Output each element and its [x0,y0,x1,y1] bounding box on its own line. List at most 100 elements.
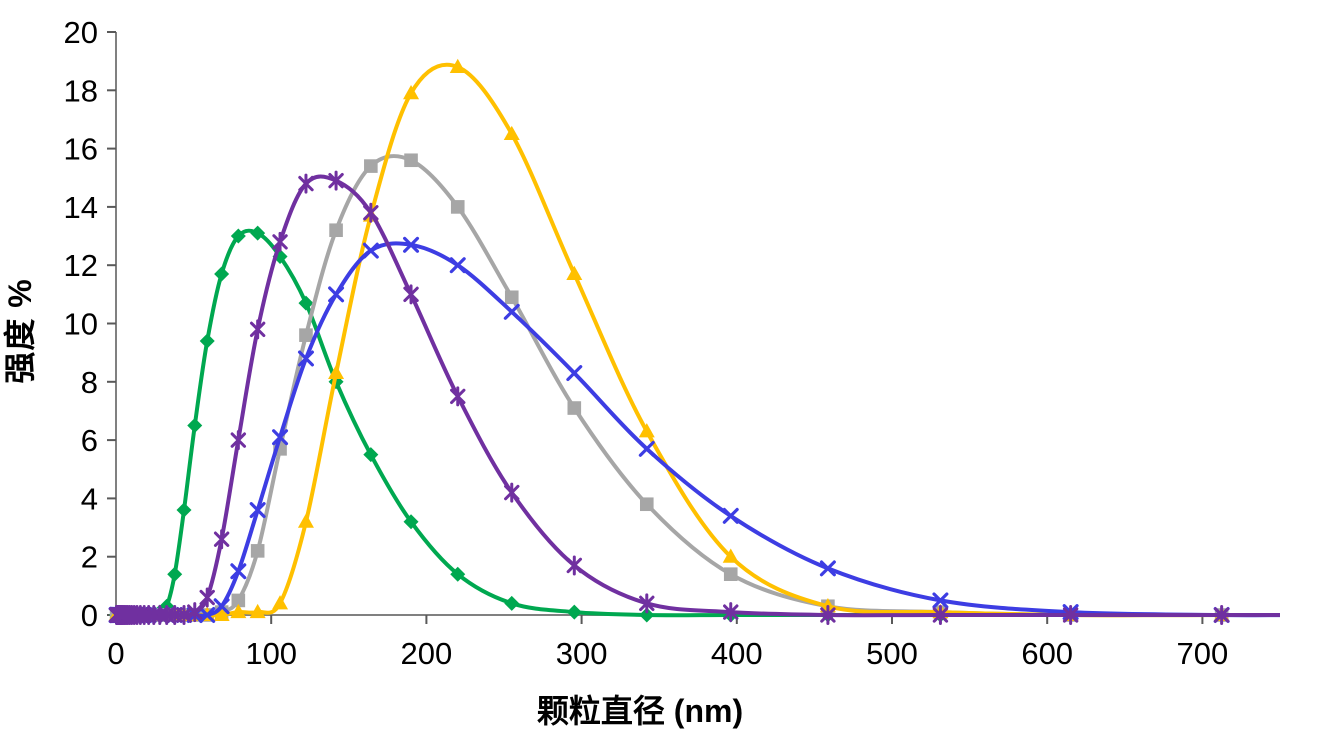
diamond-marker [167,566,183,582]
x-marker [213,598,230,615]
diamond-marker [214,266,230,282]
series-gold-triangle-line [116,62,1280,618]
x-tick-label: 500 [866,636,918,671]
triangle-marker [638,423,655,438]
x-tick-label: 600 [1021,636,1073,671]
square-marker [364,159,378,173]
diamond-marker [403,514,419,530]
diamond-marker [176,502,192,518]
diamond-marker [230,228,246,244]
triangle-marker [272,595,289,610]
triangle-marker [566,265,583,280]
triangle-marker [213,606,230,621]
y-tick-label: 6 [81,423,98,458]
diamond-marker [187,418,203,434]
x-marker [297,350,314,367]
y-tick-label: 10 [64,307,98,342]
asterisk-marker [213,529,230,550]
x-marker [503,303,520,320]
square-marker [231,593,246,608]
diamond-marker [566,604,582,620]
diamond-marker [363,447,379,463]
square-marker [450,200,465,214]
x-tick-label: 200 [401,636,453,671]
x-marker [638,440,655,457]
x-marker [328,286,345,303]
y-tick-label: 12 [64,248,98,283]
asterisk-marker [298,173,314,194]
y-tick-label: 18 [64,73,98,108]
diamond-marker [639,607,655,623]
asterisk-marker [403,284,419,305]
square-marker [504,290,519,305]
square-marker [567,401,582,415]
triangle-marker [403,85,420,100]
triangle-marker [328,364,345,380]
y-tick-label: 20 [64,15,98,50]
y-tick-label: 14 [64,190,98,225]
series-blue-x [108,236,1280,623]
asterisk-marker [566,555,583,576]
x-marker [230,563,247,580]
square-marker [404,153,418,168]
x-marker [566,365,583,382]
diamond-marker [504,595,520,611]
square-marker [723,567,738,581]
y-tick-label: 4 [81,481,98,516]
y-axis-title: 强度 % [2,278,38,384]
x-marker [249,502,266,519]
x-marker [403,236,420,253]
x-tick-label: 0 [107,636,124,671]
square-marker [299,328,313,342]
x-marker [449,257,466,274]
y-tick-label: 0 [81,598,98,633]
series-gold-triangle [108,58,1280,621]
series-purple-asterisk [108,170,1280,625]
diamond-marker [199,333,215,349]
series-gray-square-line [116,154,1280,618]
square-marker [639,497,654,512]
diamond-marker [298,295,314,311]
x-marker [199,607,216,623]
y-tick-label: 2 [81,540,98,575]
asterisk-marker [820,605,836,625]
y-tick-label: 16 [64,132,98,167]
asterisk-marker [328,170,344,191]
asterisk-marker [1213,605,1230,625]
y-tick-label: 8 [81,365,98,400]
series-green-diamond [109,225,1280,623]
asterisk-marker [199,587,215,608]
asterisk-marker [450,386,466,407]
x-marker [272,429,289,446]
asterisk-marker [504,482,520,503]
asterisk-marker [932,605,949,625]
triangle-marker [503,125,520,141]
triangle-marker [230,603,247,619]
asterisk-marker [1062,605,1079,625]
triangle-marker [297,513,314,528]
asterisk-marker [272,231,288,252]
x-marker [362,242,379,259]
square-marker [250,544,265,558]
asterisk-marker [363,202,379,223]
triangle-marker [449,58,466,73]
asterisk-marker [639,593,655,614]
x-axis-title: 颗粒直径 (nm) [536,693,744,729]
square-marker [329,223,343,238]
x-tick-label: 400 [711,636,763,671]
x-marker [722,507,739,524]
x-marker [819,560,836,577]
triangle-marker [722,548,739,563]
diamond-marker [250,225,266,241]
x-marker [932,592,949,609]
diamond-marker [450,566,466,582]
asterisk-marker [723,602,739,623]
x-tick-label: 100 [245,636,297,671]
x-tick-label: 700 [1177,636,1229,671]
triangle-marker [249,603,266,619]
asterisk-marker [187,602,203,623]
asterisk-marker [249,319,266,340]
x-tick-label: 300 [556,636,608,671]
